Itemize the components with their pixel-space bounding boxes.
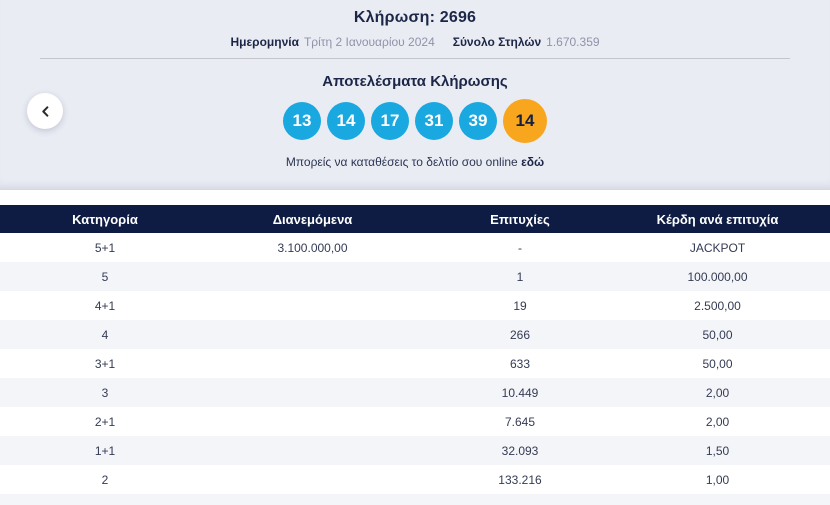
drawn-number-ball: 13	[283, 102, 321, 140]
table-cell: 1,50	[705, 443, 730, 458]
table-row: 4+1 19 2.500,00	[0, 291, 830, 320]
online-cta-link[interactable]: εδώ	[521, 155, 545, 169]
prize-table-header: Κατηγορία Διανεμόμενα Επιτυχίες Κέρδη ανά ε…	[0, 205, 830, 233]
drawn-numbers: 13 14 17 31 39 14	[0, 98, 830, 144]
draw-title: Κλήρωση: 2696	[353, 9, 477, 26]
drawn-number-ball: 39	[459, 102, 497, 140]
table-row: 1+1 32.093 1,50	[0, 436, 830, 465]
table-row: 5+1 3.100.000,00 - JACKPOT	[0, 233, 830, 262]
table-cell: -	[518, 240, 522, 255]
draw-meta: Ημερομηνία Τρίτη 2 Ιανουαρίου 2024 Σύνολ…	[0, 35, 830, 49]
table-cell: 2,00	[705, 414, 730, 429]
date-value: Τρίτη 2 Ιανουαρίου 2024	[303, 35, 435, 49]
previous-draw-button[interactable]	[27, 93, 63, 129]
table-cell: 50,00	[702, 356, 733, 371]
column-header: Κατηγορία	[72, 211, 138, 227]
table-cell: 133.216	[498, 472, 542, 487]
prize-table: Κατηγορία Διανεμόμενα Επιτυχίες Κέρδη ανά ε…	[0, 205, 830, 505]
drawn-number-ball: 14	[327, 102, 365, 140]
table-row: 2 133.216 1,00	[0, 465, 830, 494]
drawn-number-ball: 31	[415, 102, 453, 140]
table-cell: 3+1	[94, 356, 116, 371]
table-row: 4 266 50,00	[0, 320, 830, 349]
bonus-number-ball: 14	[503, 99, 547, 143]
table-cell: 10.449	[501, 385, 539, 400]
chevron-left-icon	[40, 105, 51, 117]
table-cell: 1,00	[705, 472, 730, 487]
table-row: 5 1 100.000,00	[0, 262, 830, 291]
table-cell: 3.100.000,00	[277, 240, 348, 255]
online-cta-text: Μπορείς να καταθέσεις το δελτίο σου onli…	[285, 155, 518, 169]
table-cell: 19	[513, 298, 527, 313]
table-cell: 4	[101, 327, 109, 342]
drawn-number-ball: 17	[371, 102, 409, 140]
table-cell: JACKPOT	[689, 240, 746, 255]
column-header: Επιτυχίες	[490, 211, 550, 227]
header-divider	[40, 58, 790, 59]
table-cell: 50,00	[702, 327, 733, 342]
table-cell: 2.500,00	[694, 298, 741, 313]
draw-results-section: Αποτελέσματα Κλήρωσης 13 14 17 31 39 14 Μπορε…	[0, 73, 830, 169]
total-columns-value: 1.670.359	[546, 35, 600, 49]
table-cell: 3	[101, 385, 109, 400]
table-cell: 1	[516, 269, 524, 284]
total-columns-label: Σύνολο Στηλών	[452, 35, 542, 49]
table-row: 3+1 633 50,00	[0, 349, 830, 378]
table-row: 2+1 7.645 2,00	[0, 407, 830, 436]
table-cell: 5	[101, 269, 109, 284]
table-cell: 2	[101, 472, 109, 487]
column-header: Διανεμόμενα	[272, 211, 353, 227]
table-cell: 633	[509, 356, 531, 371]
online-cta: Μπορείς να καταθέσεις το δελτίο σου onli…	[0, 155, 830, 169]
draw-header: Κλήρωση: 2696 Ημερομηνία Τρίτη 2 Ιανουαρ…	[0, 0, 830, 59]
table-cell: 266	[509, 327, 531, 342]
prize-table-body: 5+1 3.100.000,00 - JACKPOT 5 1 100.000,00 4+1 19…	[0, 233, 830, 505]
column-header: Κέρδη ανά επιτυχία	[656, 211, 779, 227]
results-heading: Αποτελέσματα Κλήρωσης	[322, 73, 508, 90]
table-cell: 2,00	[705, 385, 730, 400]
draw-summary-band: Κλήρωση: 2696 Ημερομηνία Τρίτη 2 Ιανουαρ…	[0, 0, 830, 190]
table-cell: 32.093	[501, 443, 539, 458]
table-row: 3 10.449 2,00	[0, 378, 830, 407]
date-label: Ημερομηνία	[230, 35, 299, 49]
table-cell: 5+1	[94, 240, 116, 255]
table-cell: 4+1	[94, 298, 116, 313]
table-cell: 1+1	[94, 443, 116, 458]
table-cell: 100.000,00	[687, 269, 748, 284]
table-cell: 2+1	[94, 414, 116, 429]
table-cell: 7.645	[504, 414, 536, 429]
